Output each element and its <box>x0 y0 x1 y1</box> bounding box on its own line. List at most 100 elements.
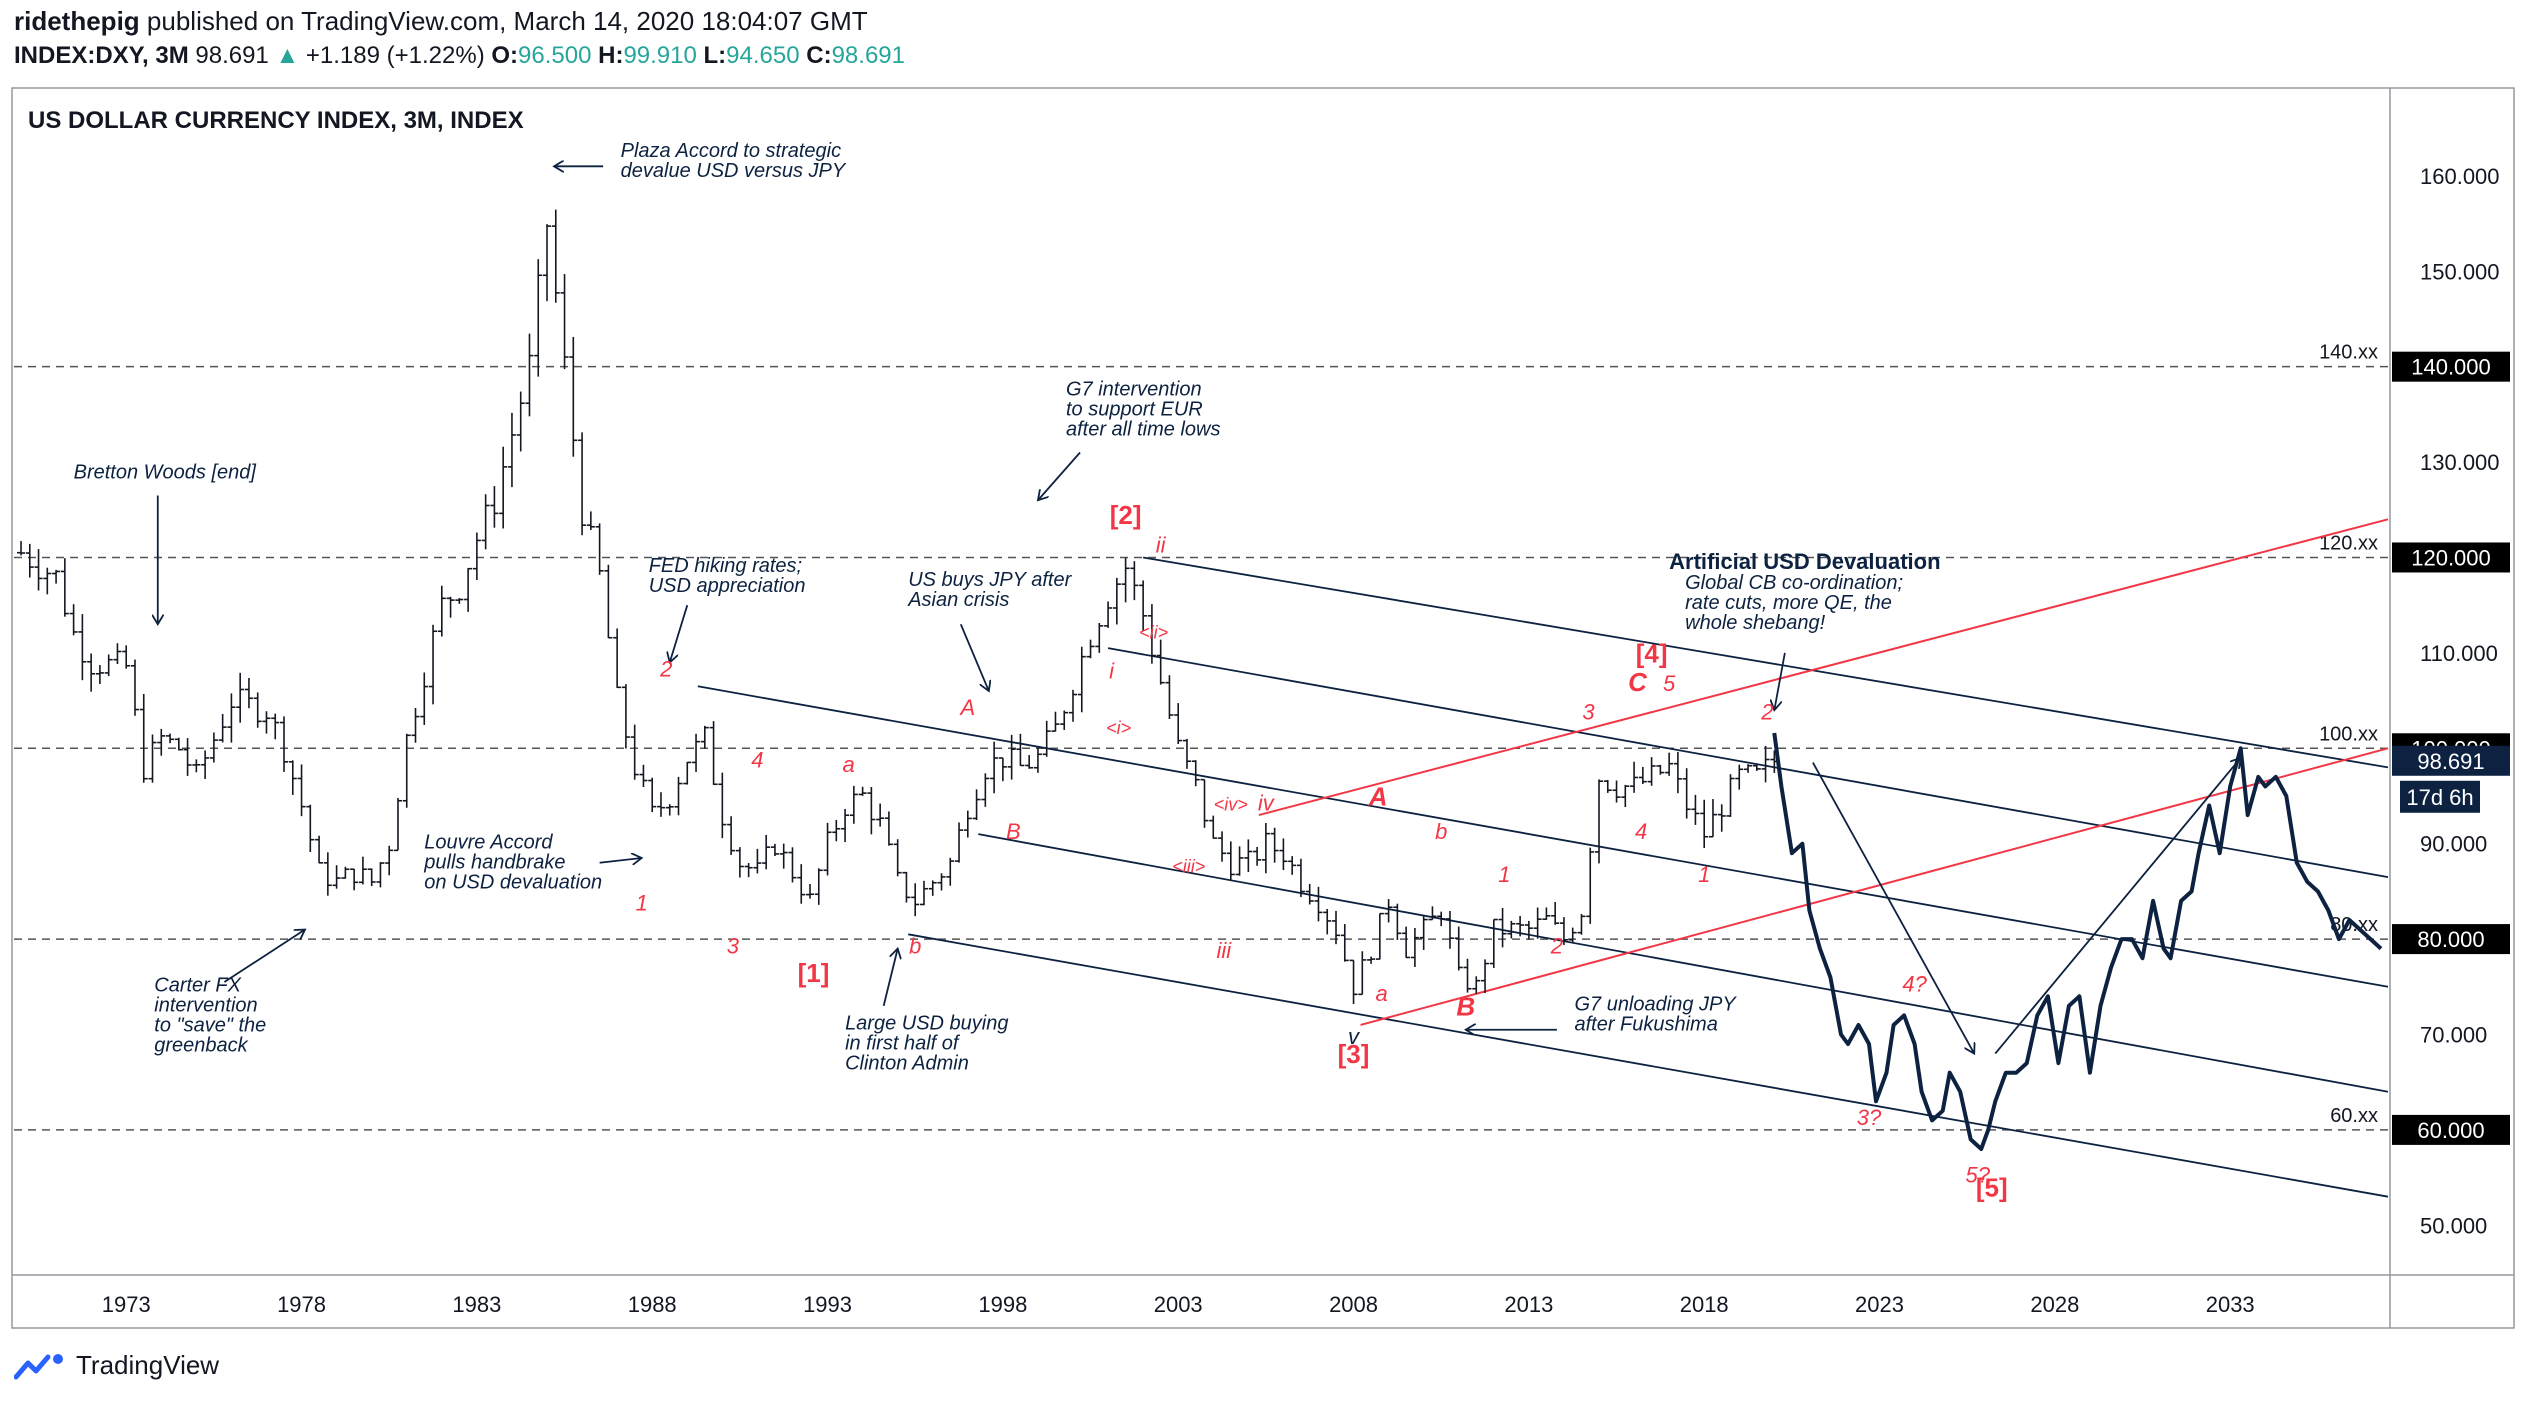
annotation-line: whole shebang! <box>1685 612 1826 634</box>
brand-name[interactable]: TradingView <box>76 1350 220 1380</box>
ohlc-bar <box>227 693 236 743</box>
x-tick-label-9: 2018 <box>1680 1292 1729 1317</box>
ohlc-bar <box>507 412 516 488</box>
ohlc-bar <box>1095 622 1104 653</box>
ohlc-bar <box>25 543 34 578</box>
x-tick-label-7: 2008 <box>1329 1292 1378 1317</box>
x-tick-label-11: 2028 <box>2030 1292 2079 1317</box>
ohlc-bar <box>1516 915 1525 937</box>
price-axis[interactable]: 160.000 150.000 130.000 110.000 90.000 70.000… <box>2392 164 2510 1238</box>
tradingview-logo-icon[interactable] <box>14 1351 68 1381</box>
y-highlight-label-3: 80.000 <box>2417 927 2484 952</box>
ohlc-bar <box>78 614 87 681</box>
ohlc-bar <box>332 865 341 889</box>
ohlc-bar <box>1226 841 1235 881</box>
ohlc-bar <box>17 541 26 556</box>
ohlc-bar <box>429 624 438 705</box>
ohlc-bar <box>1524 920 1533 940</box>
ohlc-bar <box>183 738 192 776</box>
annotation-line: Plaza Accord to strategic <box>621 140 841 162</box>
ohlc-bar <box>1717 804 1726 832</box>
ohlc-bar <box>902 871 911 903</box>
ohlc-bar <box>595 523 604 575</box>
annotation-line: rate cuts, more QE, the <box>1685 592 1892 614</box>
ohlc-bar <box>1086 639 1095 659</box>
ohlc-bar <box>1367 956 1376 964</box>
wave-label-25: 3 <box>727 933 740 958</box>
ohlc-bar <box>288 760 297 795</box>
ohlc-bar <box>1025 755 1034 769</box>
wave-label-19: b <box>1435 819 1447 844</box>
ohlc-bar <box>1349 959 1358 1004</box>
ohlc-bars <box>17 209 1779 1004</box>
ohlc-bar <box>1744 764 1753 773</box>
ohlc-bar <box>1051 711 1060 732</box>
wave-label-26: 2 <box>659 657 672 682</box>
ohlc-bar <box>271 713 280 740</box>
symbol-label[interactable]: INDEX:DXY, 3M <box>14 42 189 69</box>
ohlc-bar <box>648 777 657 813</box>
annotation-6: Louvre Accord pulls handbrake on USD deval… <box>423 831 602 893</box>
ohlc-bar <box>560 274 569 370</box>
ohlc-bar <box>95 665 104 685</box>
ohlc-bar <box>1586 847 1595 924</box>
y-tick-label-0: 160.000 <box>2420 164 2500 189</box>
ohlc-bar <box>586 511 595 531</box>
author-name[interactable]: ridethepig <box>14 6 140 36</box>
y-tick-label-4: 90.000 <box>2420 832 2487 857</box>
ohlc-bar <box>806 884 815 899</box>
annotation-5: Artificial USD Devaluation Global CB co-o… <box>1669 549 1940 634</box>
ohlc-bar <box>1630 761 1639 793</box>
ohlc-bar <box>34 549 43 591</box>
ohlc-bar <box>1665 752 1674 776</box>
ohlc-bar <box>104 654 113 677</box>
close-label: C: <box>806 42 832 69</box>
ohlc-bar <box>1069 689 1078 722</box>
wave-label-34: 3? <box>1857 1105 1882 1130</box>
ohlc-bar <box>139 693 148 783</box>
wave-label-21: B <box>1006 819 1021 844</box>
ohlc-bar <box>490 486 499 528</box>
ohlc-bar <box>341 866 350 879</box>
ohlc-bar <box>148 734 157 783</box>
ohlc-bar <box>244 677 253 709</box>
ohlc-bar <box>1384 899 1393 923</box>
ohlc-bar <box>201 750 210 780</box>
ohlc-bar <box>499 446 508 529</box>
ohlc-bar <box>122 645 131 669</box>
ohlc-bar <box>402 733 411 808</box>
projection-line <box>1772 732 2383 1151</box>
x-tick-label-4: 1993 <box>803 1292 852 1317</box>
y-highlight-box-0 <box>2392 351 2510 382</box>
ohlc-bar <box>683 761 692 785</box>
wave-label-3: [4] <box>1636 638 1668 668</box>
countdown-label: 17d 6h <box>2406 785 2473 810</box>
y-highlight-label-4: 60.000 <box>2417 1118 2484 1143</box>
ohlc-bar <box>867 787 876 835</box>
level-label-4: 60.xx <box>2330 1105 2378 1127</box>
close-value: 98.691 <box>831 42 905 69</box>
time-axis[interactable]: 1973 1978 1983 1988 1993 1998 2003 2008 2013 2018… <box>102 1292 2255 1317</box>
ohlc-bar <box>1261 822 1270 874</box>
channel-line-2 <box>697 685 2389 988</box>
wave-label-12: <i> <box>1106 718 1131 738</box>
ohlc-bar <box>1682 768 1691 819</box>
ohlc-bar <box>358 856 367 885</box>
ohlc-bar <box>1130 561 1139 601</box>
annotation-line: after all time lows <box>1066 418 1221 440</box>
ohlc-bar <box>411 707 420 743</box>
ohlc-bar <box>1305 883 1314 905</box>
ohlc-bar <box>1253 846 1262 866</box>
ohlc-bar <box>1209 815 1218 839</box>
ohlc-bar <box>1235 846 1244 876</box>
ohlc-bar <box>472 532 481 580</box>
ohlc-bar <box>692 733 701 772</box>
wave-label-36: 5? <box>1965 1162 1990 1187</box>
wave-label-2: [3] <box>1338 1039 1370 1069</box>
annotation-3: FED hiking rates; USD appreciation <box>649 555 806 597</box>
ohlc-bar <box>1454 926 1463 971</box>
ohlc-bar <box>543 224 552 302</box>
annotation-line: greenback <box>154 1035 248 1057</box>
red-trendlines <box>1258 518 2389 1026</box>
